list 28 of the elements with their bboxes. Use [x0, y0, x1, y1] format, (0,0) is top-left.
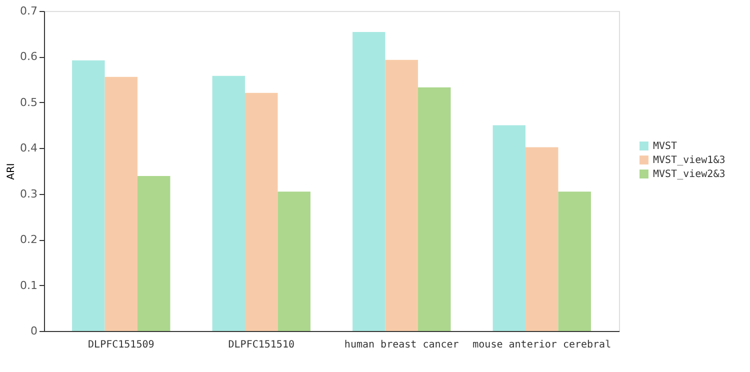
- bar: [526, 147, 558, 331]
- bar: [104, 76, 138, 331]
- bar: [72, 60, 105, 331]
- bar: [492, 125, 526, 331]
- y-tick-label: 0.2: [20, 233, 38, 246]
- y-tick-label: 0.3: [20, 187, 38, 200]
- x-tick-label: mouse anterior cerebral: [472, 340, 612, 350]
- legend-label: MVST: [653, 141, 678, 152]
- y-tick-label: 0: [30, 324, 38, 338]
- bar: [212, 76, 246, 331]
- bar: [352, 32, 386, 331]
- y-tick-label: 0.1: [20, 278, 38, 292]
- legend-label: MVST_view2&3: [653, 169, 726, 180]
- x-tick-label: DLPFC151509: [88, 340, 154, 350]
- y-tick-label: 0.7: [20, 4, 38, 18]
- y-tick-label: 0.6: [20, 50, 38, 64]
- bar: [558, 192, 591, 331]
- y-tick-label: 0.4: [20, 142, 38, 155]
- bar: [137, 176, 170, 331]
- bar: [418, 87, 451, 331]
- y-axis-title: ARI: [6, 163, 18, 180]
- y-tick-label: 0.5: [20, 96, 38, 109]
- x-tick-label: DLPFC151510: [228, 340, 294, 350]
- bar: [385, 60, 418, 331]
- x-tick-label: human breast cancer: [344, 340, 459, 350]
- bar: [245, 92, 278, 331]
- legend-label: MVST_view1&3: [653, 155, 726, 166]
- bar: [278, 192, 310, 331]
